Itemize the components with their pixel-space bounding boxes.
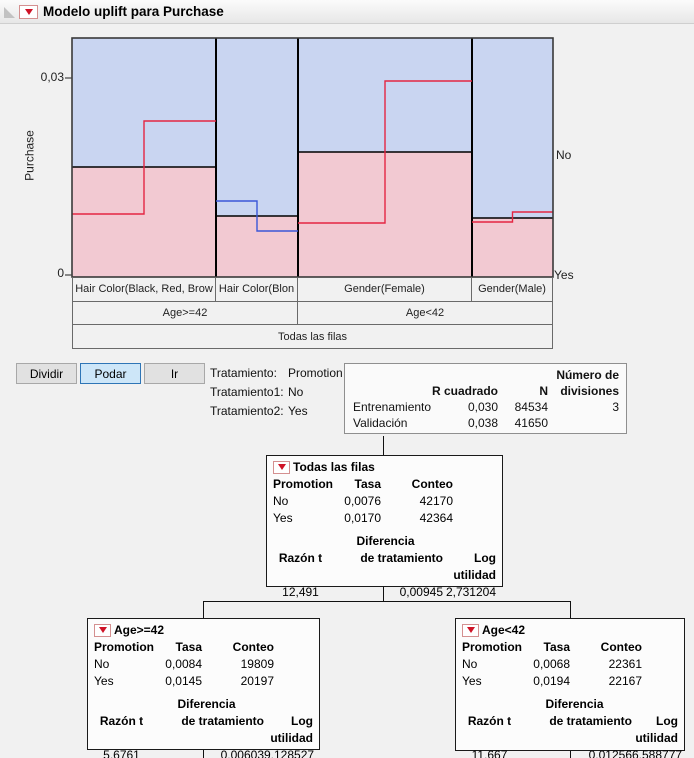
col-header-n: N <box>539 384 548 398</box>
uplift-mosaic-plot <box>65 37 554 278</box>
cell-divisions: 3 <box>612 400 619 414</box>
treatment-value: Promotion <box>288 366 343 380</box>
go-button[interactable]: Ir <box>144 363 205 384</box>
node-title: Todas las filas <box>293 460 375 474</box>
red-triangle-menu-icon[interactable] <box>94 623 111 637</box>
col-razon-t: Razón t <box>99 714 144 728</box>
axis-cell: Gender(Male) <box>472 277 553 302</box>
node-row-yes: Yes 0,0145 20197 <box>94 674 274 688</box>
col-conteo: Conteo <box>600 640 642 654</box>
axis-cell: Gender(Female) <box>298 277 472 302</box>
col-log-utilidad: Log utilidad <box>270 714 313 745</box>
col-promotion: Promotion <box>273 477 333 491</box>
diferencia-label: Diferencia <box>356 534 415 548</box>
node-row-no: No 0,0068 22361 <box>462 657 642 671</box>
cell-r2: 0,038 <box>467 416 498 430</box>
axis-cell: Hair Color(Black, Red, Brow <box>72 277 216 302</box>
treatment1-value: No <box>288 385 304 399</box>
red-triangle-menu-icon[interactable] <box>273 460 290 474</box>
treatment1-label: Tratamiento1: <box>210 385 284 399</box>
col-razon-t: Razón t <box>278 551 323 565</box>
col-de-tratamiento: de tratamiento <box>549 714 632 728</box>
col-promotion: Promotion <box>462 640 522 654</box>
col-log-utilidad: Log utilidad <box>453 551 496 582</box>
cell-divisions <box>548 415 619 431</box>
red-triangle-menu-icon[interactable] <box>19 4 38 19</box>
cell-n: 84534 <box>514 400 548 414</box>
red-triangle-glyph-icon <box>24 8 33 15</box>
response-level-yes-label: Yes <box>554 268 574 282</box>
collapse-triangle-icon[interactable] <box>4 7 15 18</box>
axis-cell: Hair Color(Blon <box>216 277 298 302</box>
red-triangle-glyph-icon <box>466 627 475 633</box>
connector-line <box>203 750 204 758</box>
treatment2-value: Yes <box>288 404 308 418</box>
cell-r2: 0,030 <box>467 400 498 414</box>
axis-cell: Todas las filas <box>72 325 553 349</box>
y-axis-label: Purchase <box>22 130 37 181</box>
node-title: Age<42 <box>482 623 526 637</box>
connector-line <box>383 587 384 602</box>
split-button[interactable]: Dividir <box>16 363 77 384</box>
node-row-no: No 0,0084 19809 <box>94 657 274 671</box>
col-tasa: Tasa <box>543 640 570 654</box>
col-de-tratamiento: de tratamiento <box>360 551 443 565</box>
diferencia-label: Diferencia <box>177 697 236 711</box>
cell-n: 41650 <box>514 416 548 430</box>
node-title: Age>=42 <box>114 623 165 637</box>
col-promotion: Promotion <box>94 640 154 654</box>
col-header-numero-de: Número de <box>556 368 619 382</box>
y-tick-label-top: 0,03 <box>40 70 64 84</box>
node-row-no: No 0,0076 42170 <box>273 494 453 508</box>
red-triangle-glyph-icon <box>277 464 286 470</box>
red-triangle-glyph-icon <box>98 627 107 633</box>
row-label: Entrenamiento <box>353 400 432 414</box>
report-title-bar: Modelo uplift para Purchase <box>0 0 694 24</box>
connector-line <box>570 601 571 618</box>
col-tasa: Tasa <box>175 640 202 654</box>
red-triangle-menu-icon[interactable] <box>462 623 479 637</box>
tree-node-root: Todas las filas Promotion Tasa Conteo No 0,… <box>266 455 503 599</box>
treatment-info: Tratamiento: Promotion Tratamiento1: No Tr… <box>210 364 343 421</box>
col-de-tratamiento: de tratamiento <box>181 714 264 728</box>
axis-cell: Age<42 <box>298 302 553 325</box>
col-log-utilidad: Log utilidad <box>635 714 678 745</box>
connector-line <box>203 601 204 618</box>
treatment-label: Tratamiento: <box>210 366 277 380</box>
col-razon-t: Razón t <box>467 714 512 728</box>
col-header-r-cuadrado: R cuadrado <box>431 384 498 398</box>
page-title: Modelo uplift para Purchase <box>43 4 224 19</box>
table-row: Entrenamiento 0,030 84534 3 <box>353 399 619 415</box>
col-tasa: Tasa <box>354 477 381 491</box>
connector-line <box>570 751 571 758</box>
y-tick-label-bottom: 0 <box>57 266 64 280</box>
response-level-no-label: No <box>556 148 572 162</box>
row-label: Validación <box>353 416 408 430</box>
node-stats-row: 5,6761 0,00603 9,128527 <box>103 748 315 758</box>
connector-line <box>383 436 384 455</box>
axis-cell: Age>=42 <box>72 302 298 325</box>
node-stats-row: 12,491 0,00945 2,731204 <box>282 585 496 599</box>
col-conteo: Conteo <box>232 640 274 654</box>
col-conteo: Conteo <box>411 477 453 491</box>
connector-line <box>203 601 571 602</box>
treatment2-label: Tratamiento2: <box>210 404 284 418</box>
node-row-yes: Yes 0,0194 22167 <box>462 674 642 688</box>
tree-node-age-lt-42: Age<42 Promotion Tasa Conteo No 0,0068 22361… <box>455 618 685 758</box>
tree-node-age-ge-42: Age>=42 Promotion Tasa Conteo No 0,0084 1980… <box>87 618 320 758</box>
table-row: Validación 0,038 41650 <box>353 415 619 431</box>
col-header-divisiones: divisiones <box>560 384 619 398</box>
node-stats-row: 11,667 0,01256 6,588777 <box>471 748 683 758</box>
prune-button[interactable]: Podar <box>80 363 141 384</box>
node-row-yes: Yes 0,0170 42364 <box>273 511 453 525</box>
diferencia-label: Diferencia <box>545 697 604 711</box>
